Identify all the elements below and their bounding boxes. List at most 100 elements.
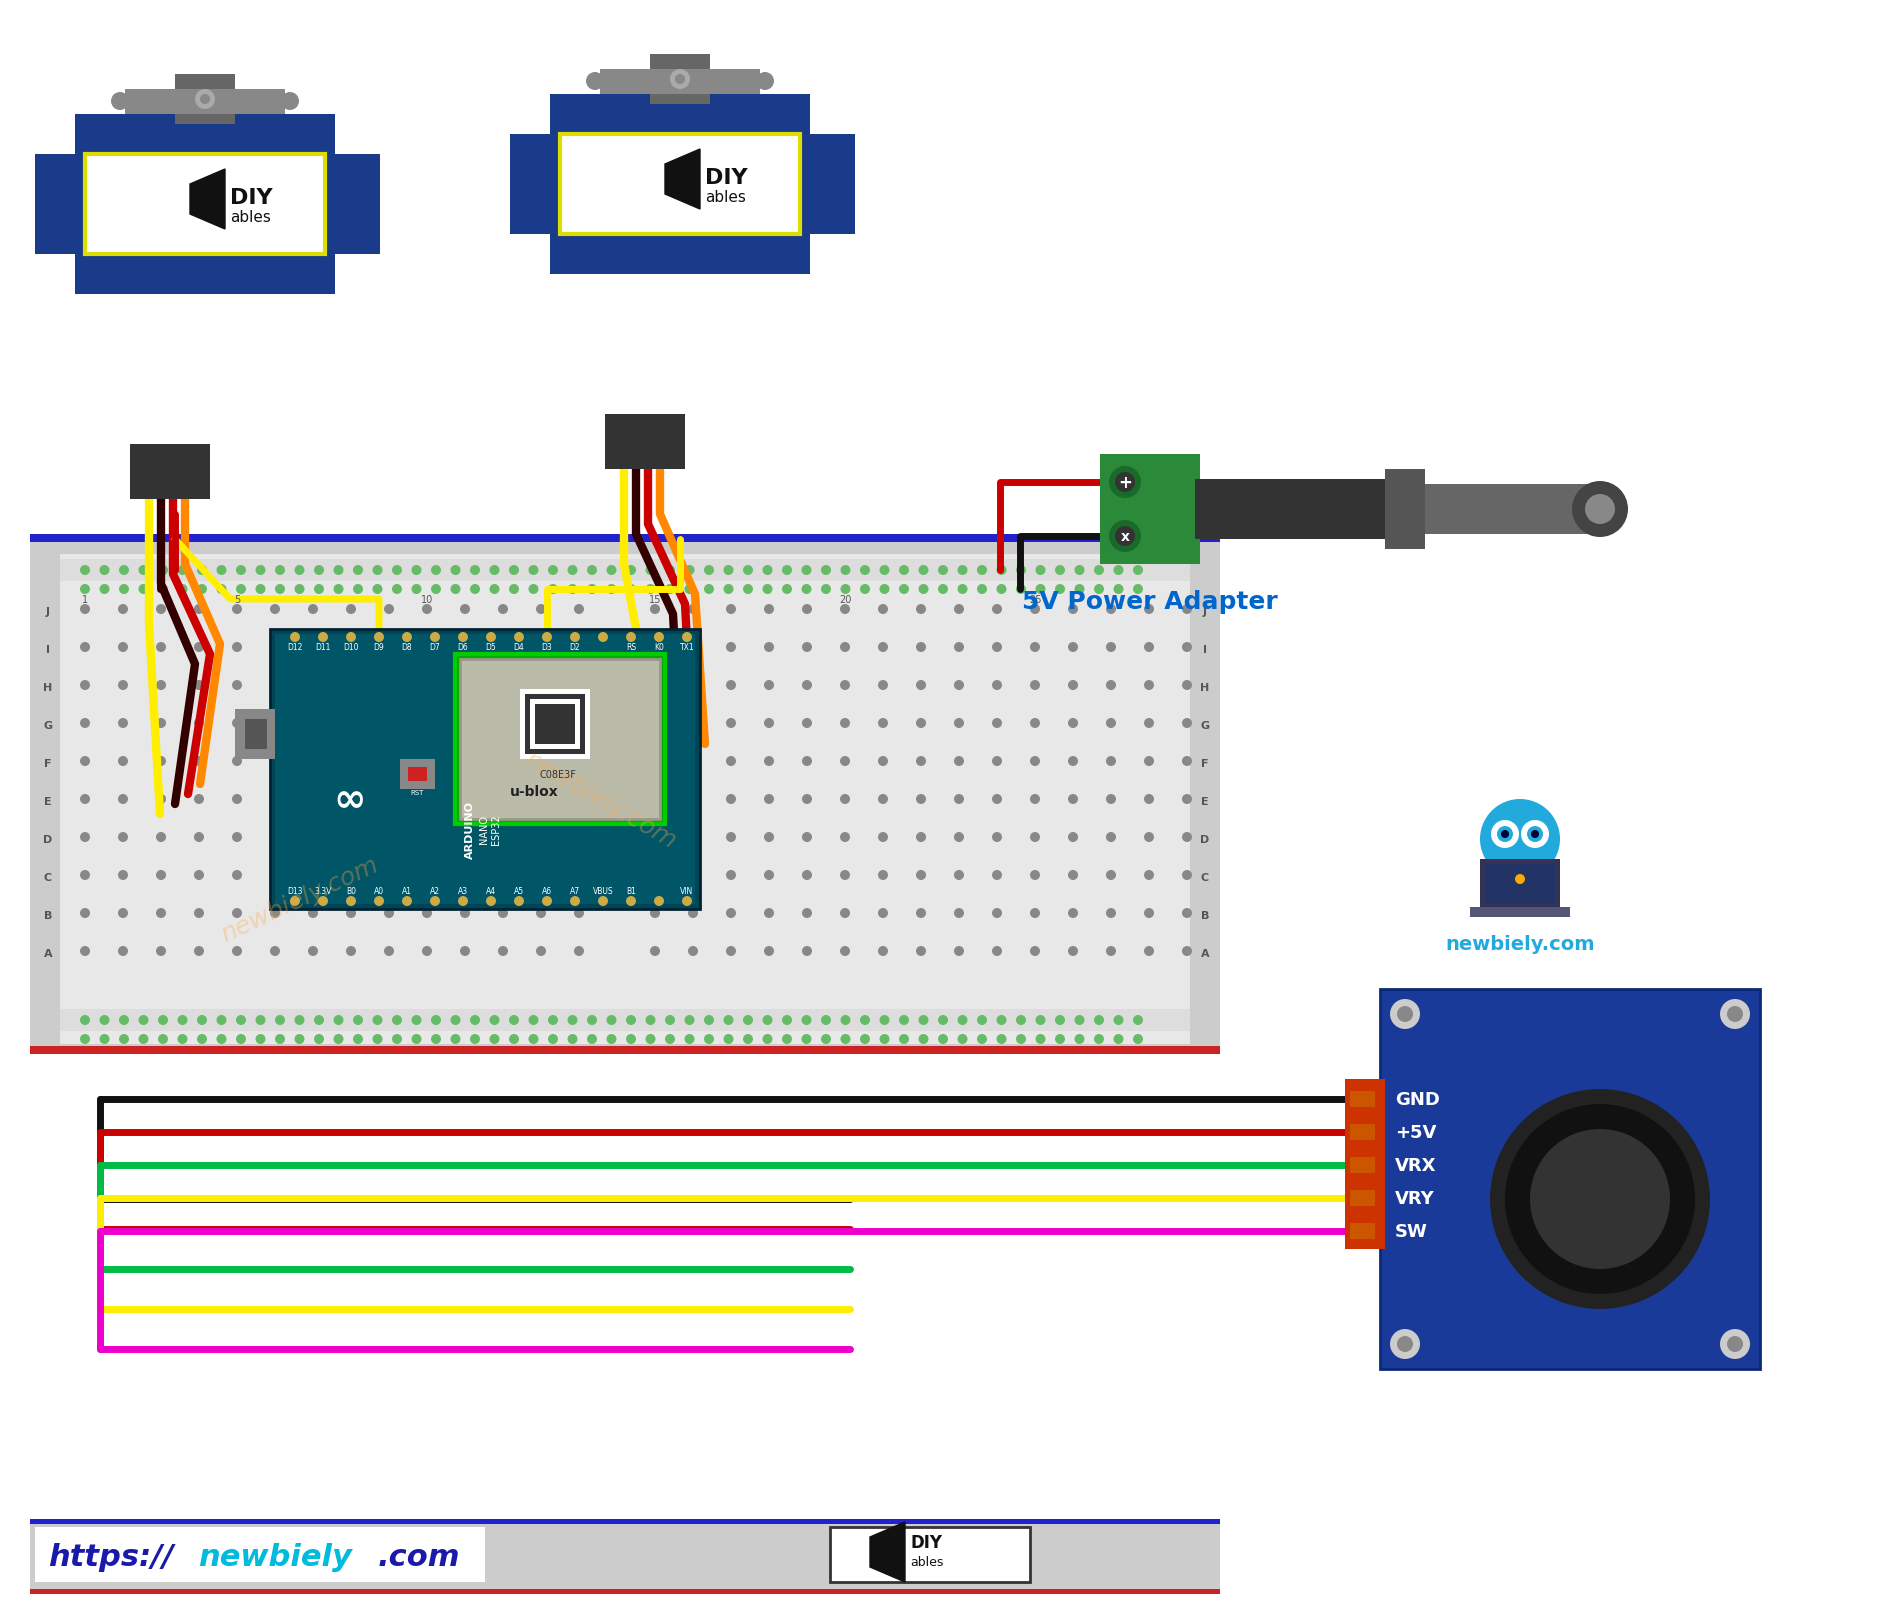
Circle shape xyxy=(194,90,215,109)
Bar xyxy=(520,689,590,760)
Circle shape xyxy=(422,908,432,919)
Circle shape xyxy=(1094,566,1104,575)
Circle shape xyxy=(1182,947,1191,956)
Circle shape xyxy=(763,718,775,728)
Circle shape xyxy=(1389,1329,1420,1360)
Circle shape xyxy=(997,1016,1007,1025)
Circle shape xyxy=(957,1035,967,1045)
Circle shape xyxy=(156,681,166,691)
Circle shape xyxy=(139,585,148,595)
Circle shape xyxy=(1068,757,1077,767)
Circle shape xyxy=(626,566,636,575)
Circle shape xyxy=(801,566,811,575)
Circle shape xyxy=(158,585,167,595)
Circle shape xyxy=(991,947,1003,956)
Circle shape xyxy=(514,897,523,906)
Circle shape xyxy=(232,871,242,881)
Text: G: G xyxy=(1201,720,1210,731)
Circle shape xyxy=(156,947,166,956)
Circle shape xyxy=(763,585,773,595)
Circle shape xyxy=(1106,832,1115,842)
Circle shape xyxy=(651,871,660,881)
Circle shape xyxy=(422,947,432,956)
Bar xyxy=(126,90,285,116)
Circle shape xyxy=(841,566,851,575)
Circle shape xyxy=(308,871,318,881)
Circle shape xyxy=(839,871,851,881)
Circle shape xyxy=(1182,871,1191,881)
Bar xyxy=(1349,1125,1376,1141)
Circle shape xyxy=(422,718,432,728)
Circle shape xyxy=(651,947,660,956)
Circle shape xyxy=(991,757,1003,767)
Circle shape xyxy=(461,643,470,652)
Circle shape xyxy=(991,908,1003,919)
Circle shape xyxy=(308,908,318,919)
Text: NANO
ESP32: NANO ESP32 xyxy=(480,815,500,845)
Circle shape xyxy=(1144,604,1153,614)
Circle shape xyxy=(529,566,539,575)
Circle shape xyxy=(118,681,128,691)
Circle shape xyxy=(1016,566,1026,575)
Circle shape xyxy=(177,1016,188,1025)
Circle shape xyxy=(877,718,889,728)
Circle shape xyxy=(1144,908,1153,919)
Circle shape xyxy=(1132,566,1144,575)
Circle shape xyxy=(689,681,698,691)
Circle shape xyxy=(575,908,584,919)
Text: D: D xyxy=(1201,834,1210,844)
Bar xyxy=(455,654,664,824)
Circle shape xyxy=(80,1016,89,1025)
Circle shape xyxy=(118,832,128,842)
Text: A: A xyxy=(1201,948,1208,958)
Bar xyxy=(30,535,1220,543)
Bar xyxy=(531,699,580,749)
Circle shape xyxy=(499,908,508,919)
Circle shape xyxy=(877,681,889,691)
Circle shape xyxy=(470,1035,480,1045)
Circle shape xyxy=(953,604,965,614)
Circle shape xyxy=(877,832,889,842)
Circle shape xyxy=(839,643,851,652)
Circle shape xyxy=(1182,908,1191,919)
Circle shape xyxy=(99,566,110,575)
Circle shape xyxy=(1068,947,1077,956)
Text: https://: https:// xyxy=(48,1543,173,1572)
Circle shape xyxy=(877,908,889,919)
Circle shape xyxy=(1030,794,1041,805)
Circle shape xyxy=(308,832,318,842)
Circle shape xyxy=(118,643,128,652)
Text: D8: D8 xyxy=(402,643,413,652)
Circle shape xyxy=(1397,1335,1414,1351)
Circle shape xyxy=(489,1035,499,1045)
Circle shape xyxy=(879,566,889,575)
Circle shape xyxy=(839,794,851,805)
Circle shape xyxy=(80,794,89,805)
Circle shape xyxy=(352,1035,363,1045)
Circle shape xyxy=(575,832,584,842)
Circle shape xyxy=(976,585,988,595)
Circle shape xyxy=(704,585,714,595)
Circle shape xyxy=(308,757,318,767)
Circle shape xyxy=(255,566,266,575)
Circle shape xyxy=(953,871,965,881)
Circle shape xyxy=(575,794,584,805)
Circle shape xyxy=(685,566,695,575)
Circle shape xyxy=(651,832,660,842)
Text: D5: D5 xyxy=(485,643,497,652)
Text: J: J xyxy=(1203,606,1207,617)
Circle shape xyxy=(485,633,497,643)
Circle shape xyxy=(1109,466,1142,498)
Circle shape xyxy=(915,757,927,767)
Circle shape xyxy=(1505,1104,1696,1294)
Text: E: E xyxy=(44,797,51,807)
Circle shape xyxy=(1113,585,1123,595)
Text: 15: 15 xyxy=(649,595,660,604)
Circle shape xyxy=(333,1035,344,1045)
Text: K0: K0 xyxy=(655,643,664,652)
Circle shape xyxy=(470,585,480,595)
Circle shape xyxy=(782,585,792,595)
Circle shape xyxy=(919,585,929,595)
Text: D9: D9 xyxy=(373,643,384,652)
Circle shape xyxy=(1068,871,1077,881)
